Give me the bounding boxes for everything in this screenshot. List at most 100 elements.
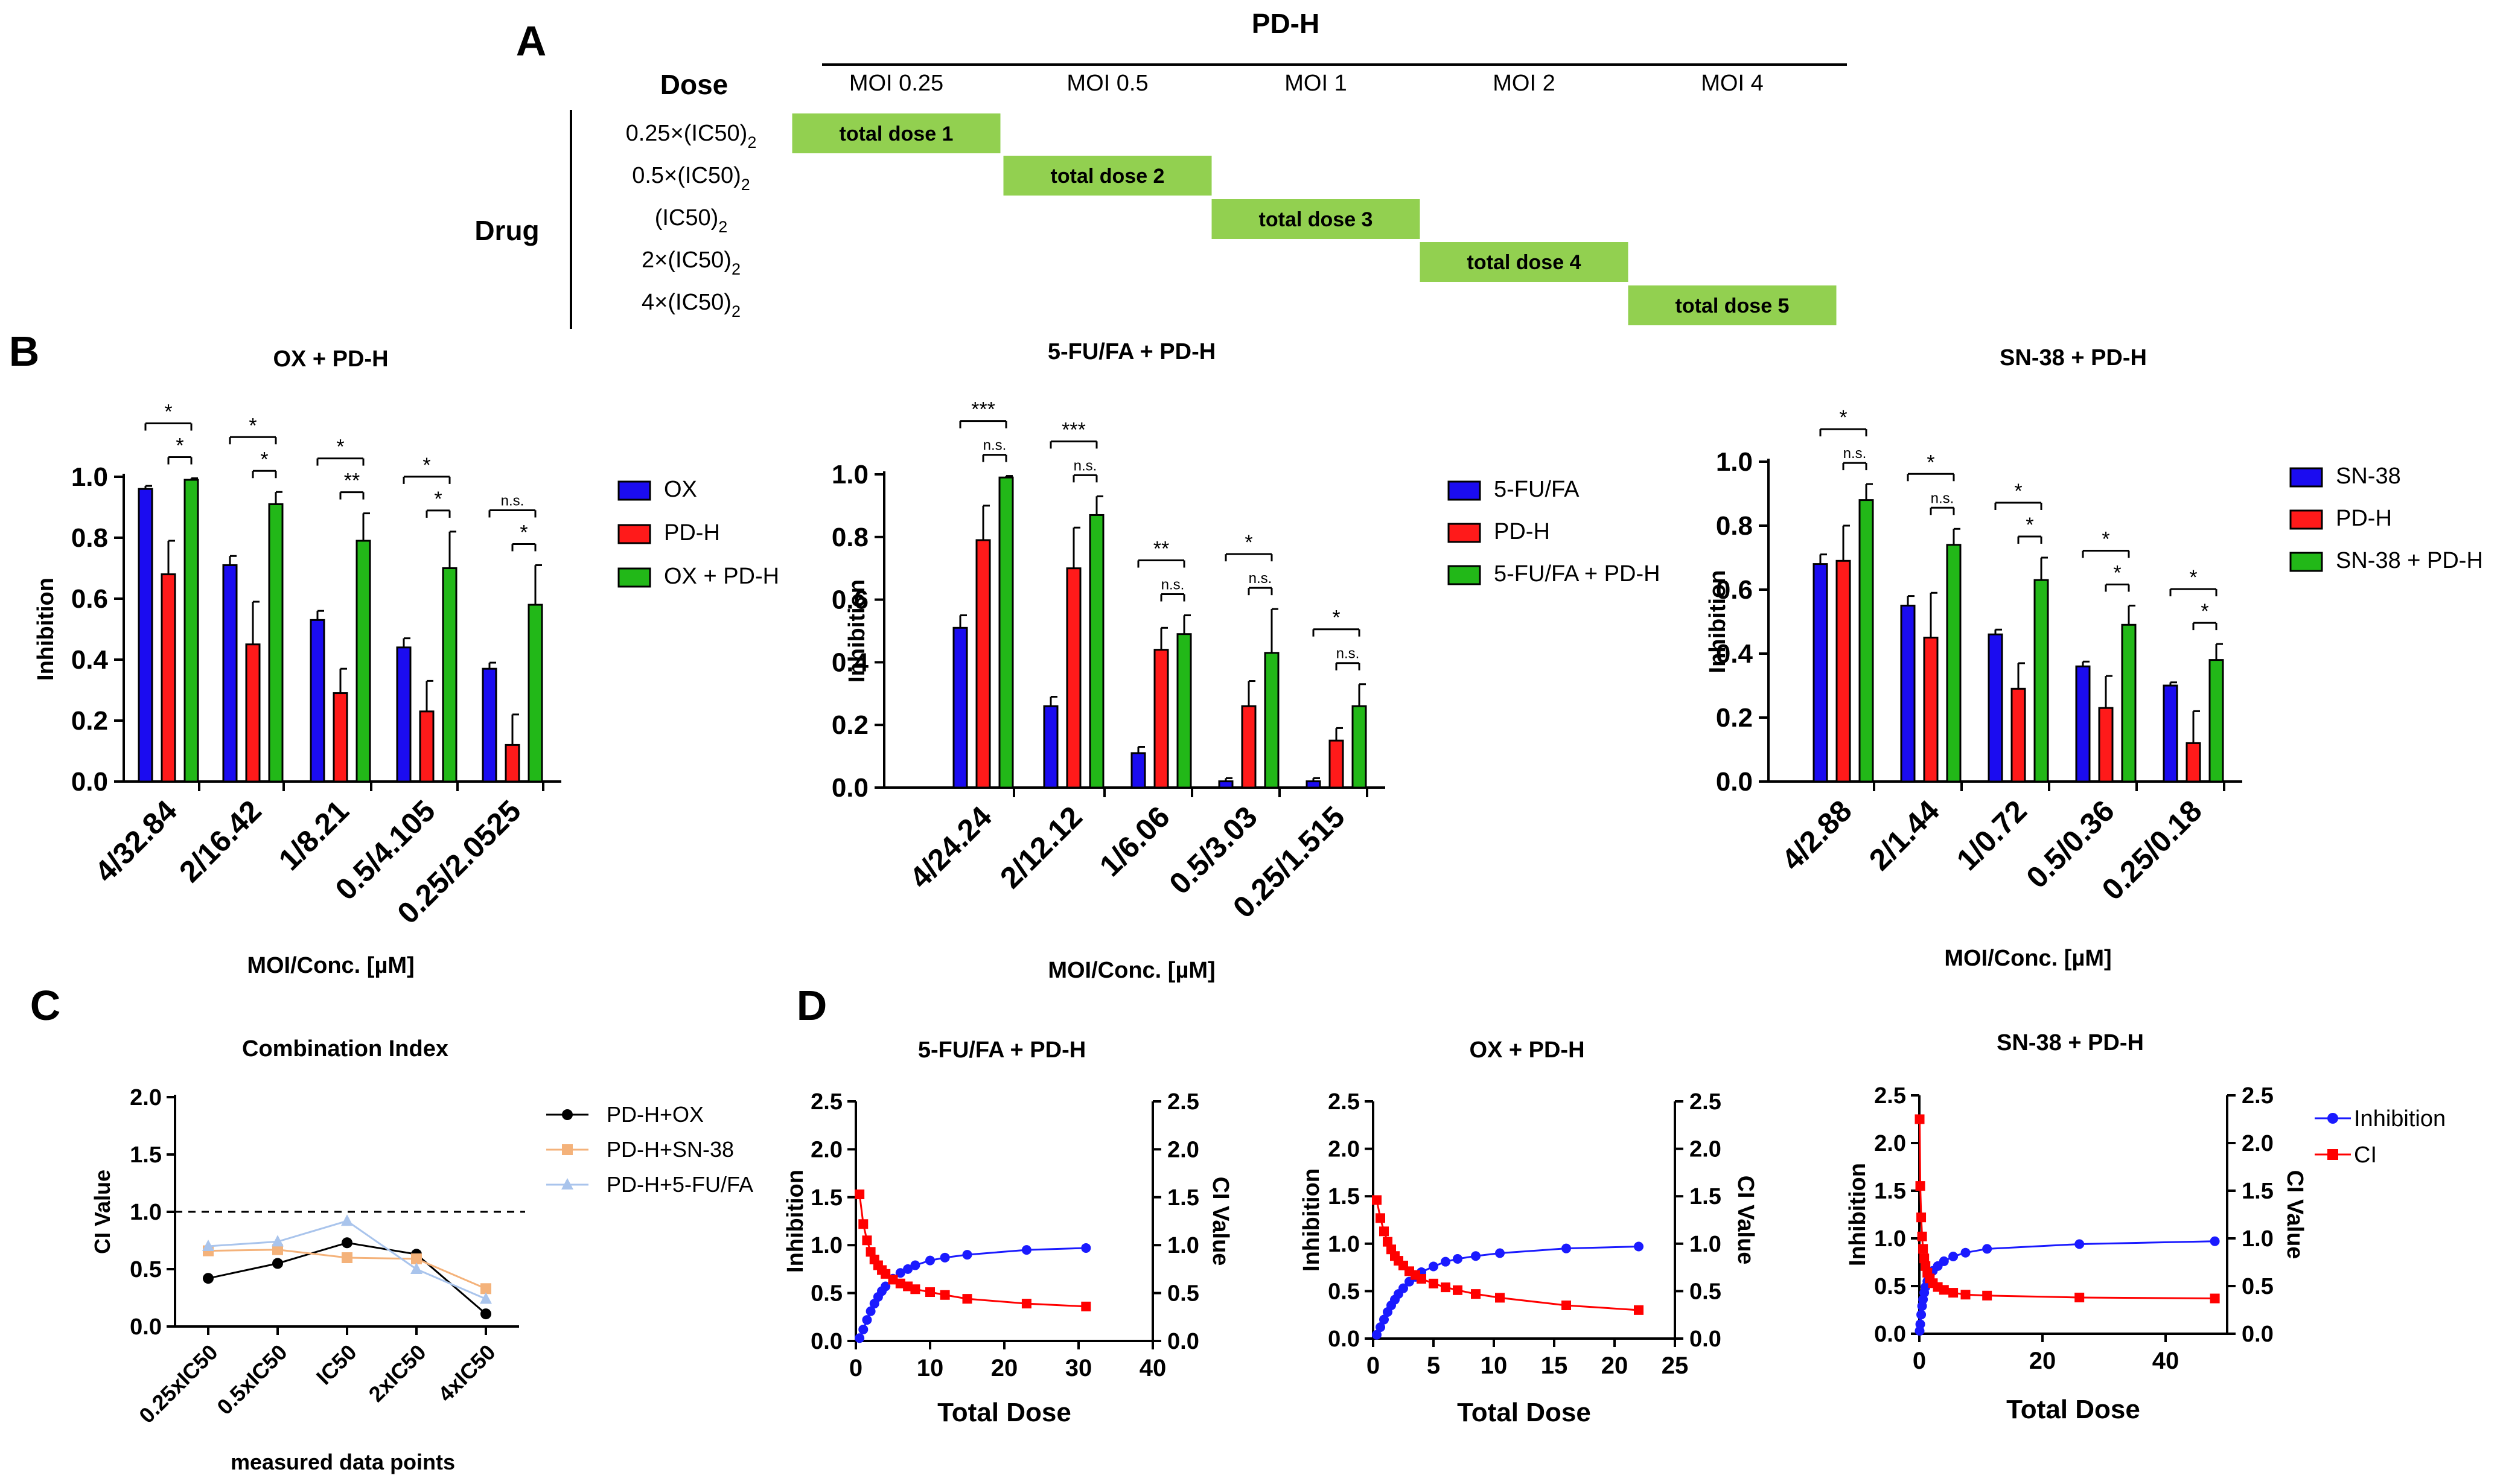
y-tick-label: 2.5 [811,1089,843,1115]
significance-marker: * [2113,562,2121,585]
bar [268,503,284,783]
data-point [1916,1310,1927,1320]
significance-marker: *** [1062,418,1086,441]
bar [482,667,497,783]
legend-label: CI [2354,1142,2377,1168]
y-tick-label: 1.0 [1328,1232,1360,1257]
y2-tick-label: 2.5 [1689,1089,1721,1115]
y2-tick-label: 1.0 [2242,1226,2274,1252]
y-tick-label: 0.6 [1716,575,1753,605]
bar [419,710,435,783]
significance-marker: * [249,414,257,437]
legend-swatch [1447,565,1481,585]
data-point [272,1258,283,1269]
data-point [1471,1251,1481,1261]
legend-marker [2327,1113,2338,1124]
data-point [888,1275,898,1285]
bar [442,567,458,783]
significance-marker: * [520,521,528,544]
y2-tick-label: 0.0 [1167,1329,1199,1354]
bar [1241,705,1257,789]
y-tick-label: 1.5 [1328,1184,1360,1209]
dose-cell-label: total dose 1 [840,123,954,145]
bar [1328,739,1344,789]
y2-tick-label: 2.0 [1167,1137,1199,1162]
data-point [1918,1244,1928,1254]
data-point [2074,1239,2085,1249]
dose-row-label: 4×(IC50)2 [642,290,741,320]
x-tick-label: 10 [917,1355,944,1381]
bar [222,564,238,783]
data-point [881,1269,891,1279]
x-axis-label: Total Dose [1457,1398,1591,1427]
significance-marker: n.s. [1843,445,1867,462]
data-point [1960,1247,1971,1258]
y-tick-label: 0.0 [71,767,108,797]
legend-label: PD-H+SN-38 [607,1137,734,1162]
bar [1043,705,1059,789]
y2-tick-label: 1.0 [1167,1233,1199,1258]
legend-label: PD-H [2336,506,2392,531]
data-point [480,1292,492,1304]
y2-tick-label: 2.0 [2242,1131,2274,1156]
data-point [1982,1290,1992,1301]
y2-tick-label: 2.5 [2242,1083,2274,1109]
bar [1176,633,1192,789]
x-axis-label: Total Dose [937,1398,1071,1427]
bar [1946,544,1962,783]
data-point [1939,1285,1949,1295]
x-tick-label: 20 [1601,1352,1628,1379]
chart-title: OX + PD-H [273,346,388,372]
data-point [2210,1236,2220,1246]
legend-swatch [1447,480,1481,501]
y-tick-label: 1.0 [1874,1226,1906,1252]
series-line [1376,1246,1639,1336]
data-point [1634,1305,1644,1315]
significance-marker: * [1245,531,1252,554]
data-point [203,1273,214,1284]
data-point [862,1315,872,1325]
y-tick-label: 2.5 [1328,1089,1360,1115]
data-point [1561,1243,1571,1253]
bar [1813,563,1828,783]
x-tick-label: 30 [1065,1355,1092,1381]
significance-marker: n.s. [1074,457,1097,474]
significance-marker: ** [344,470,360,492]
y-axis-label: Inhibition [1705,570,1730,674]
data-point [903,1281,913,1291]
significance-marker: n.s. [983,438,1007,454]
y-tick-label: 2.0 [1874,1131,1906,1156]
moi-column-header: MOI 0.5 [1066,71,1148,96]
bar [2098,707,2114,783]
dose-cell-label: total dose 5 [1675,295,1790,317]
series-line [1919,1119,2215,1300]
y2-tick-label: 0.5 [1167,1281,1199,1307]
data-point [895,1278,905,1288]
y-tick-label: 0.6 [832,585,869,615]
data-point [1021,1245,1031,1255]
chart-title: OX + PD-H [1469,1037,1584,1063]
bar [183,479,199,783]
data-point [1915,1319,1925,1330]
legend-label: SN-38 + PD-H [2336,548,2483,573]
y2-tick-label: 0.5 [1689,1279,1721,1304]
legend-label: 5-FU/FA + PD-H [1494,561,1660,587]
data-point [1453,1285,1462,1295]
legend-swatch [1447,523,1481,543]
x-tick-label: 0 [1366,1352,1380,1379]
significance-marker: n.s. [1161,577,1185,593]
data-point [866,1306,876,1316]
bar [1306,780,1321,789]
bar [2033,579,2049,783]
data-point [1634,1241,1644,1252]
dose-cell-label: total dose 2 [1051,165,1165,188]
y-tick-label: 0.0 [1874,1322,1906,1347]
y-tick-label: 1.0 [1716,447,1753,477]
significance-marker: n.s. [1249,570,1272,587]
y2-tick-label: 2.5 [1167,1089,1199,1115]
y-tick-label: 2.0 [1328,1137,1360,1162]
bar [1900,605,1916,783]
x-tick-label: 2xIC50 [364,1340,431,1407]
significance-marker: * [2026,514,2033,537]
